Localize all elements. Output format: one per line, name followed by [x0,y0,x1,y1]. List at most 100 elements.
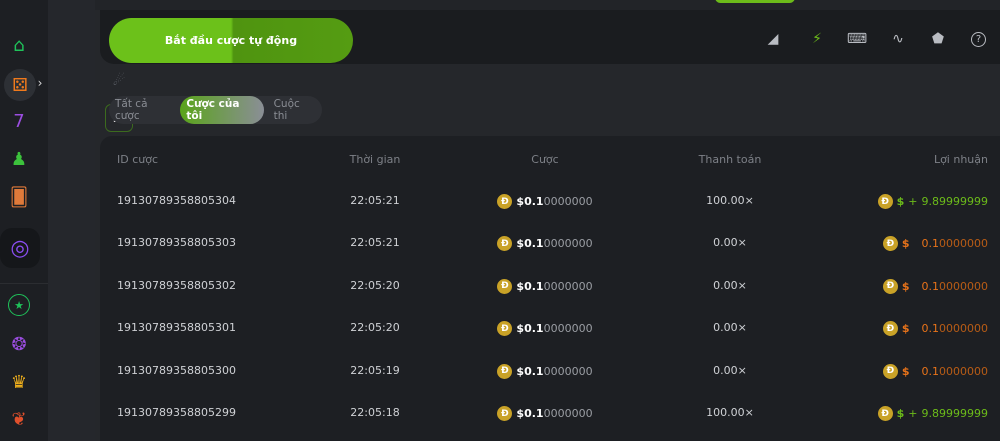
tab-all-bets[interactable]: Tất cả cược [115,98,148,122]
col-time: Thời gian [349,153,401,166]
profit-decimals: 0000000 [939,364,988,378]
coin-icon: Đ [882,321,898,337]
bet-decimals: 0000000 [543,237,593,251]
bet-decimals: 0000000 [543,279,593,293]
bet-time: 22:05:18 [350,406,400,419]
keyboard-icon[interactable]: ⌨ [846,31,868,47]
bet-id[interactable]: 19130789358805302 [117,278,236,292]
bet-decimals: 0000000 [543,195,593,208]
bet-value: 0.1 [524,237,544,251]
coin-icon: Đ [877,406,893,421]
col-profit: Lợi nhuận [933,153,988,166]
game-sidebar: ☄ ⚄ ● ◓ ● ▤ ◉ ➶ ◍ ◒ 🚀︎ [48,0,133,441]
bet-amount: Đ $0.10000000 [480,406,610,421]
graph-icon[interactable]: ∿ [892,31,904,47]
payout: 0.00× [713,278,747,292]
bet-decimals: 0000000 [543,364,593,378]
table-row[interactable]: 19130789358805301 22:05:20 Đ $0.10000000 … [100,321,1000,341]
coin-icon: Đ [497,363,513,379]
bet-id[interactable]: 19130789358805299 [117,406,236,419]
bet-time: 22:05:20 [350,321,400,335]
cards-icon[interactable]: 🂠 [9,186,29,208]
profit: Đ $ +9.89999999 [877,406,988,421]
profit: Đ $ +9.89999999 [877,194,988,209]
bet-amount: Đ $0.10000000 [480,278,610,294]
bet-value: 0.1 [524,407,544,420]
chevron-right-icon[interactable]: › [37,76,43,90]
currency-symbol: $ [516,237,525,251]
payout: 100.00× [706,406,754,419]
star-badge-icon[interactable]: ★ [8,294,30,316]
profit-value: 0.1 [921,364,940,378]
bet-id[interactable]: 19130789358805301 [117,321,236,335]
profit-value: 9.89999999 [921,195,988,208]
currency-symbol: $ [516,322,525,336]
currency-symbol: $ [516,364,525,378]
comet-icon[interactable]: ☄ [112,73,126,89]
bet-value: 0.1 [524,195,544,208]
divider [0,283,48,284]
coin-icon: Đ [882,236,898,252]
bet-id[interactable]: 19130789358805300 [117,363,236,377]
bet-value: 0.1 [524,279,544,293]
table-row[interactable]: 19130789358805303 22:05:21 Đ $0.10000000 … [100,236,1000,256]
bet-tabs: Tất cả cược Cược của tôi Cuộc thi [109,96,322,124]
col-bet: Cược [531,153,559,166]
bets-table: ID cược Thời gian Cược Thanh toán Lợi nh… [100,136,1000,441]
target-icon[interactable]: ◎ [0,228,40,268]
profit: Đ $0.10000000 [882,321,988,337]
profit: Đ $0.10000000 [882,363,988,379]
bet-time: 22:05:21 [350,194,400,207]
main-sidebar: ⌂ ⚄ › 7 ♟ 🂠 ◎ ★ ❂ ♛ ❦ [0,0,48,441]
payout: 0.00× [713,236,747,250]
bet-amount: Đ $0.10000000 [480,236,610,252]
bet-amount: Đ $0.10000000 [480,321,610,337]
profit-decimals: 0000000 [939,279,988,293]
currency-symbol: $ [516,195,525,208]
start-auto-bet-button[interactable]: Bắt đầu cược tự động [109,18,353,63]
profit: Đ $0.10000000 [882,278,988,294]
coin-icon: Đ [497,406,513,421]
table-row[interactable]: 19130789358805300 22:05:19 Đ $0.10000000 … [100,363,1000,384]
currency-symbol: $ [901,237,910,251]
live-casino-icon[interactable]: ♟ [10,148,28,170]
col-payout: Thanh toán [698,153,762,166]
currency-symbol: $ [901,364,910,378]
bet-amount: Đ $0.10000000 [480,363,610,379]
volume-icon[interactable]: ◢ [767,31,779,47]
slots-icon[interactable]: 7 [13,110,25,132]
chat-icon[interactable]: ❦ [11,408,27,430]
profit-decimals: 0000000 [939,237,988,251]
home-icon[interactable]: ⌂ [13,34,25,56]
acorn-icon[interactable]: ⬟ [931,31,945,47]
crown-icon[interactable]: ♛ [10,371,28,393]
profit-value: 9.89999999 [921,407,988,420]
tab-contest[interactable]: Cuộc thi [273,98,300,122]
dice-game-icon[interactable]: ⚄ [4,69,36,101]
bet-decimals: 0000000 [543,322,593,336]
table-row[interactable]: 19130789358805304 22:05:21 Đ $0.10000000 … [100,194,1000,214]
coin-icon: Đ [497,321,513,337]
top-pill [715,0,795,3]
coin-icon: Đ [497,194,513,209]
profit-value: 0.1 [921,237,940,251]
ring-icon[interactable]: ❂ [11,333,27,355]
coin-icon: Đ [497,278,513,294]
table-row[interactable]: 19130789358805299 22:05:18 Đ $0.10000000 … [100,406,1000,426]
currency-symbol: $ [896,407,905,420]
profit-sign: + [908,407,918,420]
payout: 0.00× [713,363,747,377]
table-row[interactable]: 19130789358805302 22:05:20 Đ $0.10000000 … [100,278,1000,299]
payout: 100.00× [706,194,754,207]
bet-id[interactable]: 19130789358805303 [117,236,236,250]
bet-id[interactable]: 19130789358805304 [117,194,236,207]
bet-value: 0.1 [524,322,544,336]
profit-decimals: 0000000 [939,322,988,336]
coin-icon: Đ [882,363,898,379]
coin-icon: Đ [882,278,898,294]
currency-symbol: $ [516,279,525,293]
tab-my-bets[interactable]: Cược của tôi [180,96,264,124]
profit-value: 0.1 [921,322,940,336]
lightning-icon[interactable]: ⚡︎ [812,31,822,47]
help-icon[interactable]: ? [971,32,986,47]
